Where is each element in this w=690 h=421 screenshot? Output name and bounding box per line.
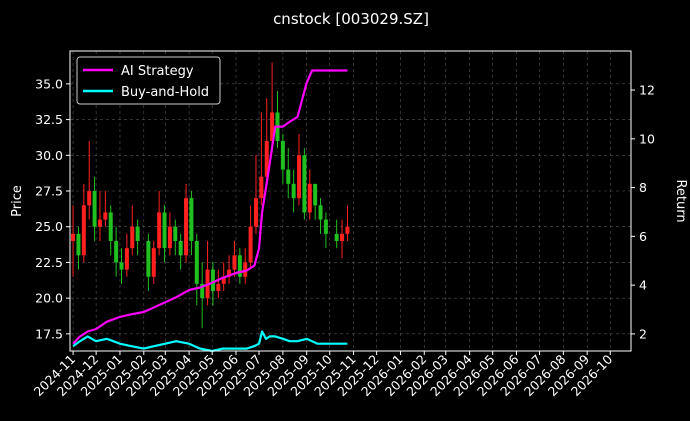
right-axis-label: Return [673, 179, 688, 222]
candle-body [313, 183, 318, 206]
right-tick-label: 8 [639, 180, 647, 195]
candle-body [340, 233, 345, 241]
candle-body [286, 169, 291, 184]
right-tick-label: 12 [639, 83, 655, 98]
left-tick-label: 35.0 [35, 76, 63, 91]
candle-body [232, 255, 237, 270]
left-tick-label: 20.0 [35, 291, 63, 306]
series-line-buy-and-hold [72, 330, 348, 353]
left-tick-label: 27.5 [35, 184, 63, 199]
right-tick-label: 6 [639, 229, 647, 244]
candle-body [135, 226, 140, 241]
series-line-ai-strategy [72, 69, 348, 345]
plot-frame [69, 50, 632, 352]
left-tick-label: 32.5 [35, 112, 63, 127]
legend-label-ai-strategy: AI Strategy [121, 64, 194, 79]
candle-body [318, 205, 323, 220]
candle-body [248, 226, 253, 263]
candle-body [221, 276, 226, 284]
candle-body [291, 183, 296, 199]
left-tick-label: 22.5 [35, 255, 63, 270]
candle-body [76, 233, 81, 256]
right-axis: 2 4 6 8 10 12 [631, 83, 655, 341]
candle-body [167, 226, 172, 249]
candle-body [97, 219, 102, 227]
candle-body [302, 155, 307, 213]
series-lines [72, 69, 348, 353]
candle-body [323, 219, 328, 234]
candle-body [280, 141, 285, 170]
candle-body [194, 241, 199, 284]
candle-body [178, 241, 183, 256]
left-tick-label: 30.0 [35, 148, 63, 163]
candle-body [157, 212, 162, 249]
right-tick-label: 4 [639, 278, 647, 293]
candle-body [173, 226, 178, 241]
candle-body [253, 198, 258, 227]
candle-body [108, 212, 113, 241]
candle-body [237, 255, 242, 277]
candle-body [87, 191, 92, 206]
legend-label-buy-and-hold: Buy-and-Hold [121, 85, 209, 100]
grid [70, 51, 631, 351]
candlesticks [71, 62, 350, 329]
candle-body [189, 198, 194, 241]
candle-body [334, 233, 339, 241]
candle-body [345, 226, 350, 234]
candle-body [92, 191, 97, 227]
left-tick-label: 25.0 [35, 219, 63, 234]
candle-body [130, 226, 135, 249]
candle-body [243, 262, 248, 277]
candle-body [270, 112, 275, 141]
y-axis-label: Price [10, 185, 25, 217]
candle-body [103, 212, 108, 220]
x-axis: 2024-112024-122025-012025-022025-032025-… [31, 351, 615, 399]
candle-body [114, 241, 119, 263]
candle-body [124, 248, 129, 270]
candle-body [216, 283, 221, 291]
candle-body [259, 176, 264, 199]
candle-body [184, 198, 189, 256]
candle-body [227, 269, 232, 277]
candle-body [162, 212, 167, 249]
candle-body [119, 262, 124, 270]
candle-body [151, 248, 156, 277]
left-axis: 17.5 20.0 22.5 25.0 27.5 30.0 32.5 35.0 [35, 76, 70, 341]
right-tick-label: 2 [639, 326, 647, 341]
candle-body [71, 233, 76, 241]
candle-body [200, 283, 205, 299]
candle-body [146, 241, 151, 277]
candle-body [297, 155, 302, 199]
left-tick-label: 17.5 [35, 326, 63, 341]
right-tick-label: 10 [639, 131, 655, 146]
legend: AI Strategy Buy-and-Hold [76, 56, 221, 105]
chart-title: cnstock [003029.SZ] [273, 10, 429, 28]
candle-body [81, 205, 86, 256]
candle-body [210, 269, 215, 291]
candle-body [307, 183, 312, 213]
candle-body [264, 141, 269, 177]
